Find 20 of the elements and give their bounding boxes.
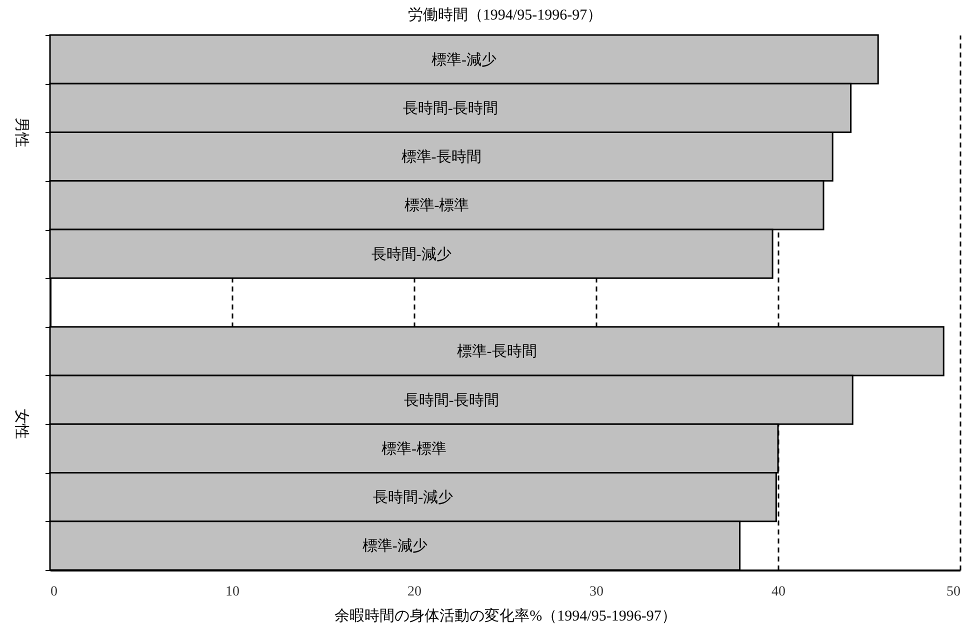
x-tick-label: 30 (590, 584, 604, 600)
y-tick-label: 標準-長時間 (401, 148, 482, 166)
x-tick-label: 50 (946, 584, 960, 600)
y-tick-label: 長時間-減少 (373, 489, 454, 506)
x-tick-label: 0 (50, 584, 58, 600)
text: 男性 (13, 117, 30, 148)
x-axis-title: 余暇時間の身体活動の変化率%（1994/95-1996-97） (334, 608, 676, 624)
text: 女性 (13, 409, 30, 440)
y-tick-label: 長時間-減少 (371, 246, 452, 263)
x-tick-label: 10 (226, 584, 240, 600)
chart-title: 労働時間（1994/95-1996-97） (408, 6, 602, 24)
x-tick-label: 40 (772, 584, 786, 600)
y-tick-label: 長時間-長時間 (402, 100, 498, 117)
y-tick-label: 長時間-長時間 (404, 392, 499, 409)
y-tick-label: 標準-減少 (432, 51, 497, 68)
y-tick-label: 標準-長時間 (456, 343, 537, 360)
y-tick-label: 標準-標準 (404, 197, 470, 214)
y-tick-label: 標準-標準 (382, 440, 446, 458)
x-tick-label: 20 (408, 584, 422, 600)
y-tick-label: 標準-減少 (362, 538, 428, 555)
